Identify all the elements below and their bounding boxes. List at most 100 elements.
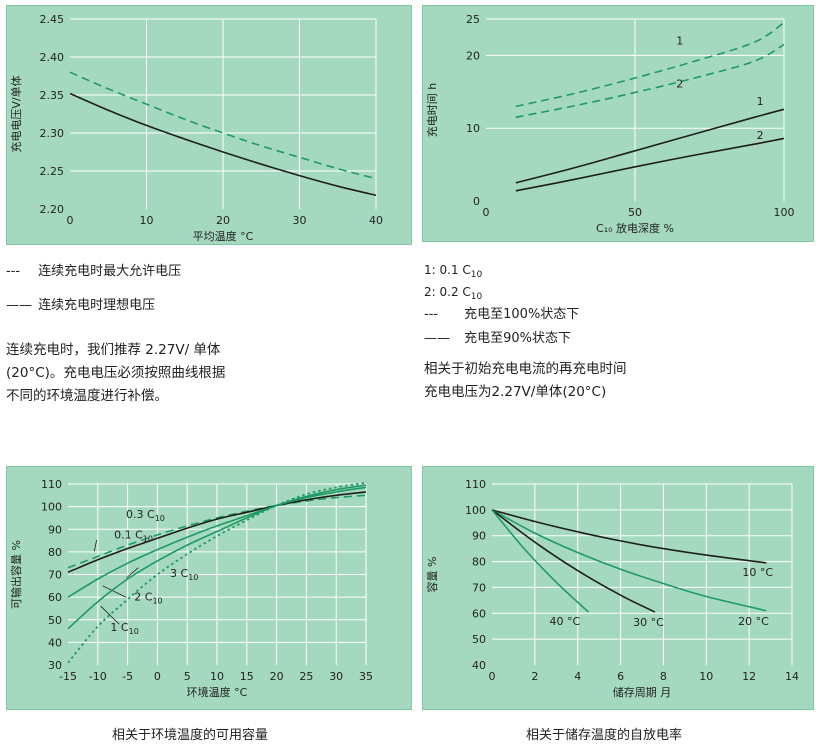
- x-tick-label: 100: [774, 206, 795, 219]
- legend-solid-marker: ——: [424, 331, 450, 346]
- x-tick-label: 25: [299, 670, 313, 683]
- y-tick-label: 50: [472, 633, 486, 646]
- x-tick-label: 35: [359, 670, 373, 683]
- recharge-time-chart: 0 50 100 0 10 20 25 C₁₀ 放电深度 % 充电时间 h 1 2 1 2: [422, 5, 814, 242]
- legend-item-1: 1: 0.1 C10: [424, 262, 482, 283]
- y-tick-label: 50: [48, 614, 62, 627]
- panel-background: [422, 466, 814, 710]
- charge-voltage-chart: 0 10 20 30 40 2.20 2.25 2.30 2.35 2.40 2.45 平均温度 °C…: [6, 5, 412, 245]
- legend-item-2-sub: 10: [470, 292, 483, 302]
- series-line: [515, 43, 785, 119]
- series-line: [67, 491, 367, 573]
- series-label: 2: [676, 77, 683, 90]
- legend-charge-100: --- 充电至100%状态下: [424, 307, 579, 323]
- y-tick-label: 100: [465, 504, 486, 517]
- series-label: 1: [757, 95, 764, 108]
- description-line: 不同的环境温度进行补偿。: [6, 388, 168, 404]
- y-tick-label: 25: [466, 13, 480, 26]
- y-tick-label: 70: [48, 569, 62, 582]
- y-tick-label: 2.25: [40, 165, 65, 178]
- x-tick-label: 15: [240, 670, 254, 683]
- y-tick-label: 70: [472, 581, 486, 594]
- x-tick-label: 10: [210, 670, 224, 683]
- description-line: 相关于初始充电电流的再充电时间: [424, 361, 627, 377]
- series-line: [491, 509, 656, 613]
- series-label: 40 °C: [550, 615, 581, 628]
- self-discharge-caption: 相关于储存温度的自放电率: [526, 728, 683, 743]
- x-axis-label: 环境温度 °C: [187, 685, 248, 699]
- series-line: [67, 482, 367, 664]
- legend-item-1-text: 1: 0.1 C: [424, 263, 471, 277]
- y-axis-label: 充电电压V/单体: [9, 75, 23, 152]
- x-tick-label: -15: [59, 670, 77, 683]
- x-tick-label: 5: [184, 670, 191, 683]
- description-line: (20°C)。充电电压必须按照曲线根据: [6, 365, 226, 381]
- legend-item-2-text: 2: 0.2 C: [424, 285, 471, 299]
- panel-background: [422, 5, 814, 242]
- series-line: [69, 71, 377, 180]
- legend-solid-marker: ——: [6, 298, 32, 313]
- legend-dashed-marker: ---: [424, 307, 439, 322]
- series-label: 2: [757, 129, 764, 142]
- x-tick-label: 0: [489, 670, 496, 683]
- y-tick-label: 40: [48, 636, 62, 649]
- label-leader-line: [102, 585, 126, 598]
- series-label: 20 °C: [738, 615, 769, 628]
- y-tick-label: 10: [466, 122, 480, 135]
- description-line: 充电电压为2.27V/单体(20°C): [424, 384, 607, 400]
- legend-item-2: 2: 0.2 C10: [424, 284, 482, 305]
- x-tick-label: 0: [67, 214, 74, 227]
- y-axis-label: 容量 %: [425, 557, 439, 593]
- y-tick-label: 2.35: [40, 89, 65, 102]
- x-tick-label: 8: [660, 670, 667, 683]
- series-line: [515, 21, 785, 108]
- series-label: 2 C10: [134, 591, 162, 606]
- y-tick-label: 100: [41, 501, 62, 514]
- y-tick-label: 80: [472, 556, 486, 569]
- x-tick-label: -10: [89, 670, 107, 683]
- x-tick-label: 12: [742, 670, 756, 683]
- legend-dashed-label: 充电至100%状态下: [464, 307, 580, 322]
- y-tick-label: 90: [48, 523, 62, 536]
- y-axis-label: 充电时间 h: [425, 83, 439, 137]
- x-tick-label: 40: [369, 214, 383, 227]
- y-tick-label: 60: [48, 591, 62, 604]
- legend-charge-90: —— 充电至90%状态下: [424, 331, 571, 347]
- x-axis-label: 平均温度 °C: [193, 229, 254, 243]
- legend-dashed-label: 连续充电时最大允许电压: [38, 264, 182, 279]
- series-label: 1: [676, 34, 683, 47]
- series-line: [491, 509, 767, 564]
- y-tick-label: 2.40: [40, 51, 65, 64]
- x-tick-label: 50: [628, 206, 642, 219]
- x-tick-label: 14: [785, 670, 799, 683]
- x-tick-label: 6: [617, 670, 624, 683]
- x-tick-label: 30: [329, 670, 343, 683]
- series-line: [491, 509, 767, 612]
- label-leader-line: [126, 567, 139, 579]
- legend-ideal-voltage: —— 连续充电时理想电压: [6, 298, 155, 314]
- series-label: 0.1 C10: [114, 528, 153, 543]
- y-tick-label: 20: [466, 49, 480, 62]
- x-tick-label: 20: [270, 670, 284, 683]
- label-leader-line: [93, 540, 97, 552]
- self-discharge-chart: 0 2 4 6 8 10 12 14 40 50 60 70 80 90 100 110 储存周期 月 容量 % 1…: [422, 466, 814, 710]
- y-tick-label: 60: [472, 607, 486, 620]
- legend-solid-label: 充电至90%状态下: [464, 331, 572, 346]
- series-line: [515, 108, 785, 184]
- series-label: 3 C10: [170, 567, 198, 582]
- x-axis-label: C₁₀ 放电深度 %: [596, 221, 674, 235]
- legend-max-voltage: --- 连续充电时最大允许电压: [6, 264, 181, 280]
- y-tick-label: 90: [472, 530, 486, 543]
- y-tick-label: 80: [48, 546, 62, 559]
- x-tick-label: 2: [531, 670, 538, 683]
- y-tick-label: 2.45: [40, 13, 65, 26]
- y-tick-label: 2.30: [40, 127, 65, 140]
- x-tick-label: 10: [140, 214, 154, 227]
- y-tick-label: 40: [472, 659, 486, 672]
- legend-solid-label: 连续充电时理想电压: [38, 298, 156, 313]
- series-line: [515, 137, 785, 192]
- series-line: [67, 484, 367, 630]
- series-line: [67, 486, 367, 598]
- series-line: [491, 509, 589, 613]
- capacity-temperature-chart: -15 -10 -5 0 5 10 15 20 25 30 35 30 40 50 60 70 80 90 100 1…: [6, 466, 412, 710]
